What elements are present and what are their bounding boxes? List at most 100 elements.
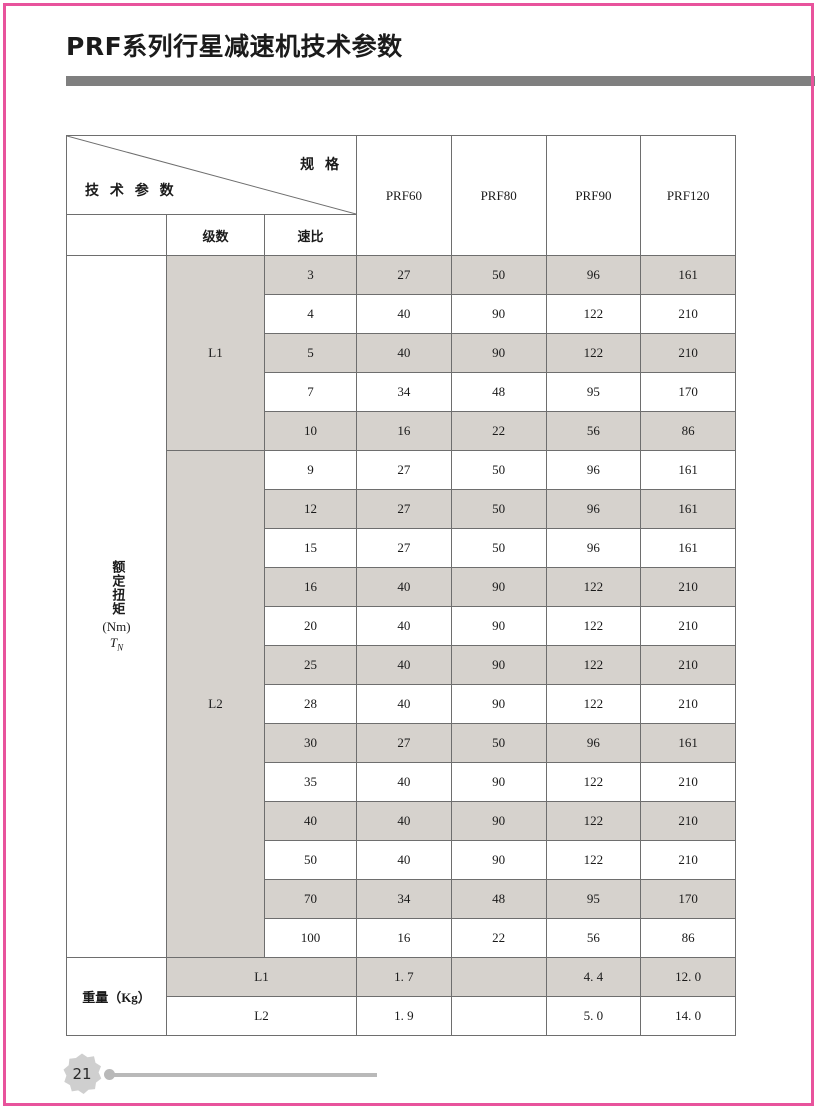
torque-value-prf90: 96 [545, 723, 642, 763]
torque-value-prf80: 90 [450, 801, 547, 841]
torque-value-prf80: 90 [450, 333, 547, 373]
stage-group-l1: L1 [166, 255, 265, 451]
subheader-ratio: 速比 [263, 214, 358, 256]
footer-dot [104, 1069, 115, 1080]
torque-value-prf120: 210 [640, 294, 737, 334]
ratio-cell: 25 [263, 645, 358, 685]
rated-torque-unit: (Nm) [102, 619, 131, 635]
torque-value-prf90: 122 [545, 684, 642, 724]
torque-value-prf60: 40 [356, 801, 452, 841]
subheader-stage: 级数 [166, 214, 265, 256]
torque-value-prf120: 170 [640, 372, 737, 412]
weight-value-prf90: 5. 0 [545, 996, 642, 1036]
page-title: PRF系列行星减速机技术参数 [66, 32, 403, 61]
torque-value-prf80: 22 [450, 918, 547, 958]
torque-value-prf80: 90 [450, 645, 547, 685]
torque-value-prf60: 40 [356, 567, 452, 607]
ratio-cell: 50 [263, 840, 358, 880]
torque-value-prf90: 122 [545, 606, 642, 646]
ratio-cell: 5 [263, 333, 358, 373]
torque-value-prf90: 96 [545, 528, 642, 568]
ratio-cell: 40 [263, 801, 358, 841]
spec-table: 规 格技 术 参 数 PRF60 PRF80 PRF90 PRF120 级数 速比 额定扭矩(… [65, 135, 737, 1036]
torque-value-prf60: 40 [356, 684, 452, 724]
table-row: 35 40 90 122 210 [67, 762, 737, 802]
weight-value-prf60: 1. 7 [356, 957, 452, 997]
torque-value-prf120: 210 [640, 645, 737, 685]
torque-value-prf90: 122 [545, 840, 642, 880]
model-header-prf90: PRF90 [545, 135, 642, 256]
table-row: 额定扭矩 (Nm) TN L1 3 27 50 96 161 [66, 255, 737, 958]
param-header-label: 技 术 参 数 [85, 183, 177, 199]
torque-value-prf60: 34 [356, 372, 452, 412]
ratio-cell: 12 [263, 489, 358, 529]
torque-value-prf120: 161 [640, 528, 737, 568]
torque-value-prf120: 161 [640, 723, 737, 763]
torque-value-prf60: 27 [356, 255, 452, 295]
table-row: 10 16 22 56 86 [67, 411, 737, 451]
torque-value-prf60: 40 [356, 333, 452, 373]
footer-line [114, 1073, 377, 1077]
table-header-row: 规 格技 术 参 数 PRF60 PRF80 PRF90 PRF120 [65, 135, 737, 256]
torque-value-prf90: 56 [545, 411, 642, 451]
torque-value-prf90: 95 [545, 372, 642, 412]
torque-value-prf80: 90 [450, 567, 547, 607]
torque-value-prf80: 50 [450, 450, 547, 490]
weight-label-cell: 重量（Kg） [66, 957, 167, 1036]
torque-value-prf80: 90 [450, 684, 547, 724]
ratio-cell: 16 [263, 567, 358, 607]
torque-value-prf90: 122 [545, 645, 642, 685]
weight-value-prf120: 12. 0 [640, 957, 737, 997]
ratio-cell: 10 [263, 411, 358, 451]
torque-value-prf80: 90 [450, 762, 547, 802]
torque-value-prf60: 40 [356, 606, 452, 646]
torque-value-prf80: 48 [450, 879, 547, 919]
torque-value-prf80: 48 [450, 372, 547, 412]
torque-value-prf90: 122 [545, 762, 642, 802]
weight-stage-l2: L2 [165, 996, 358, 1036]
weight-value-prf80 [450, 957, 547, 997]
ratio-cell: 100 [263, 918, 358, 958]
subheader-blank [66, 214, 167, 256]
rated-torque-cn: 额定扭矩 [109, 560, 125, 617]
model-header-prf60: PRF60 [356, 135, 452, 256]
rated-torque-symbol: TN [109, 634, 124, 653]
table-row: 20 40 90 122 210 [67, 606, 737, 646]
ratio-cell: 9 [263, 450, 358, 490]
torque-value-prf120: 210 [640, 567, 737, 607]
ratio-cell: 28 [263, 684, 358, 724]
torque-value-prf90: 96 [545, 489, 642, 529]
torque-value-prf60: 27 [356, 450, 452, 490]
page-footer: 21 [60, 1052, 460, 1098]
table-row: 5 40 90 122 210 [67, 333, 737, 373]
torque-value-prf60: 40 [356, 645, 452, 685]
weight-row: L2 1. 9 5. 0 14. 0 [67, 996, 737, 1036]
torque-value-prf80: 50 [450, 255, 547, 295]
torque-value-prf60: 27 [356, 528, 452, 568]
torque-value-prf120: 161 [640, 450, 737, 490]
torque-value-prf80: 50 [450, 723, 547, 763]
model-header-prf80: PRF80 [450, 135, 547, 256]
torque-value-prf120: 161 [640, 255, 737, 295]
ratio-cell: 20 [263, 606, 358, 646]
table-row: 70 34 48 95 170 [67, 879, 737, 919]
torque-value-prf120: 86 [640, 918, 737, 958]
torque-value-prf80: 90 [450, 840, 547, 880]
stage-group-l2: L2 [166, 450, 265, 958]
weight-value-prf90: 4. 4 [545, 957, 642, 997]
torque-value-prf90: 122 [545, 333, 642, 373]
torque-value-prf80: 50 [450, 528, 547, 568]
torque-value-prf120: 161 [640, 489, 737, 529]
weight-value-prf120: 14. 0 [640, 996, 737, 1036]
ratio-cell: 15 [263, 528, 358, 568]
torque-value-prf60: 40 [356, 762, 452, 802]
torque-value-prf120: 210 [640, 333, 737, 373]
weight-row: 重量（Kg） L1 1. 7 4. 4 12. 0 [66, 957, 737, 1036]
table-row: 15 27 50 96 161 [67, 528, 737, 568]
table-row: L2 9 27 50 96 161 [67, 450, 737, 958]
table-row: 7 34 48 95 170 [67, 372, 737, 412]
gear-badge-icon [63, 1053, 102, 1094]
torque-value-prf60: 40 [356, 294, 452, 334]
torque-value-prf90: 122 [545, 801, 642, 841]
